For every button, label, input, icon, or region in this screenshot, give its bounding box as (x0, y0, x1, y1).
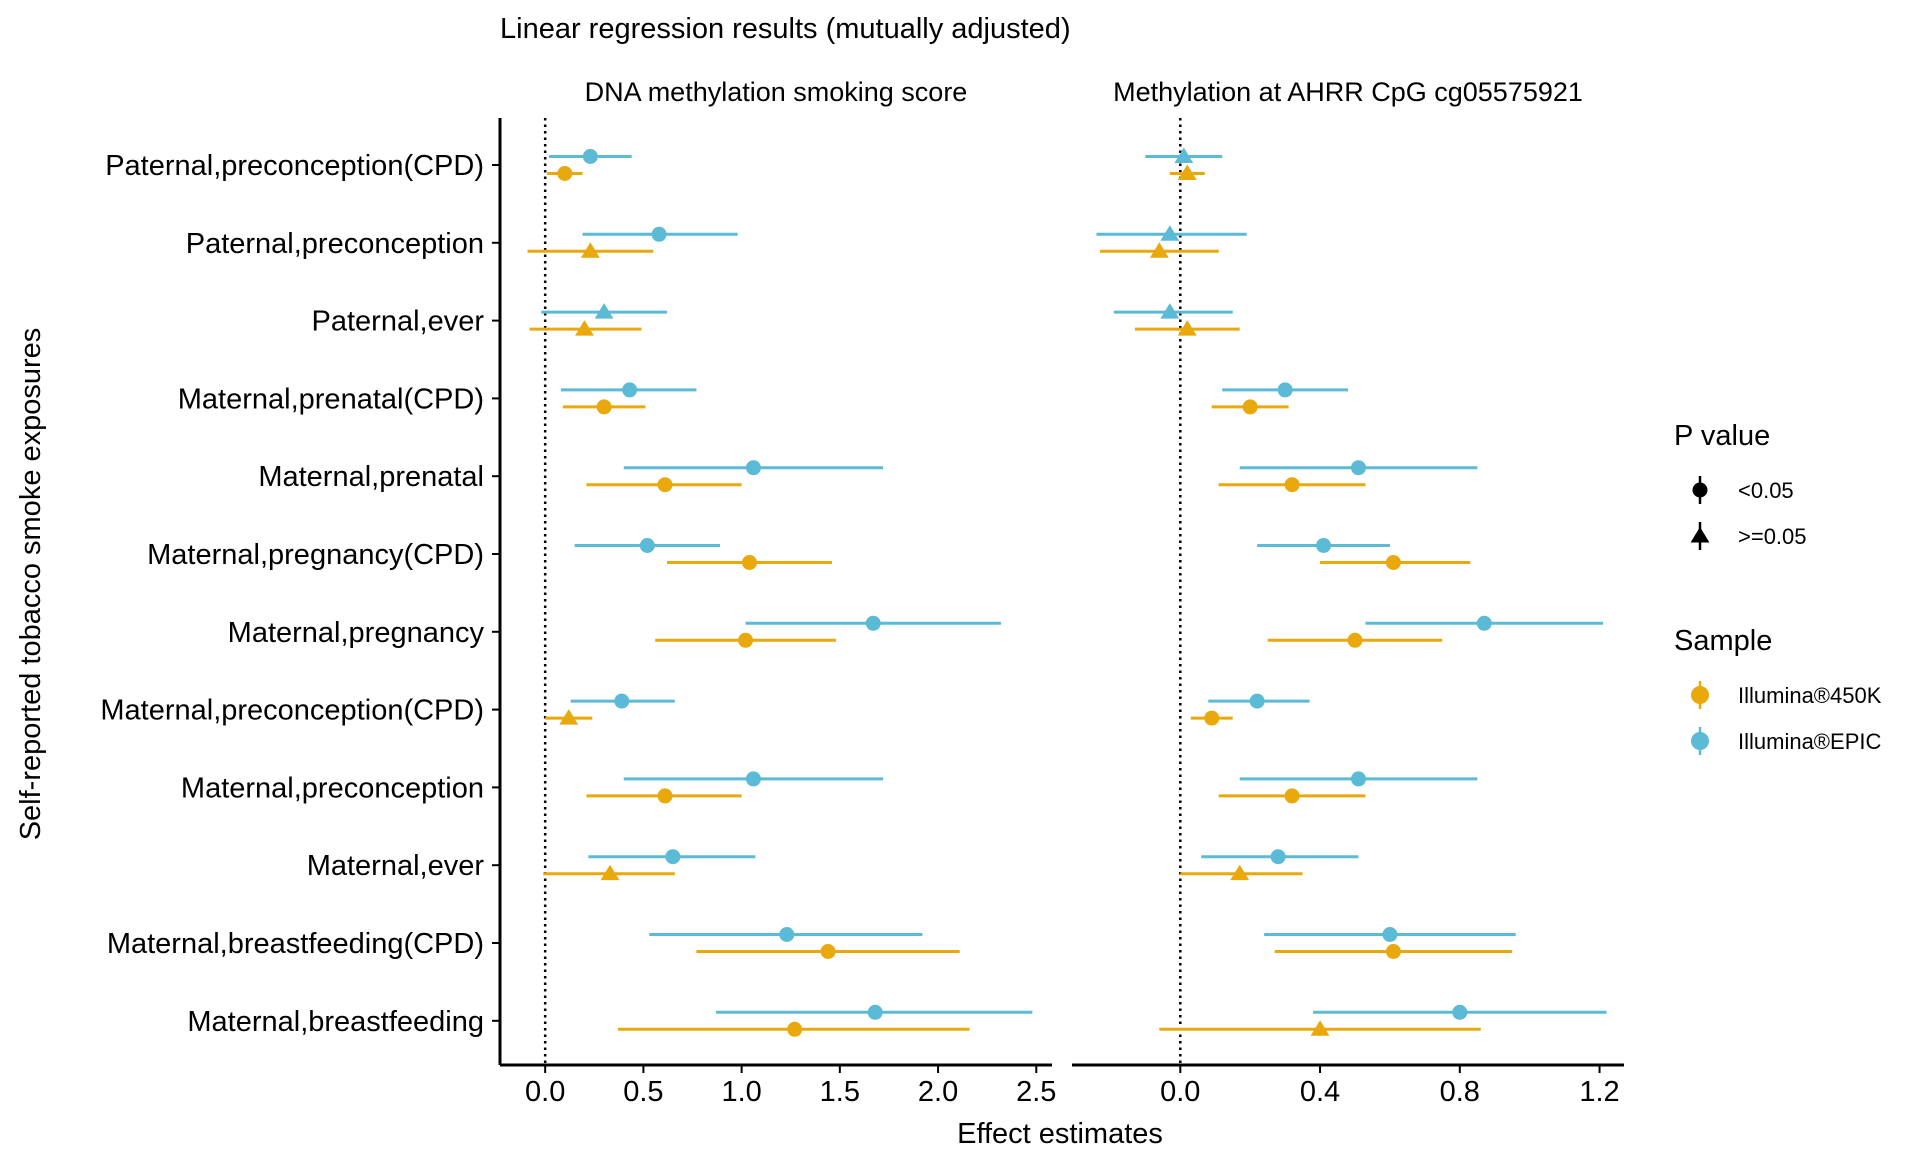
x-tick-label: 2.0 (918, 1076, 958, 1108)
x-tick-label: 1.2 (1579, 1076, 1619, 1108)
estimate-point (1174, 147, 1194, 163)
estimate-point (651, 226, 667, 242)
x-tick-label: 0.8 (1440, 1076, 1480, 1108)
y-tick-label: Maternal,pregnancy (228, 617, 485, 649)
estimate-point (741, 555, 757, 570)
estimate-point (1204, 710, 1220, 726)
estimate-point (657, 788, 673, 804)
estimate-point (1277, 382, 1293, 398)
estimate-point (1149, 242, 1169, 258)
estimate-point (1316, 538, 1332, 553)
x-tick-label: 0.0 (525, 1076, 565, 1108)
legend-pvalue-title: P value (1674, 420, 1770, 452)
estimate-point (1230, 864, 1250, 881)
estimate-point (596, 399, 612, 415)
y-tick-label: Maternal,prenatal(CPD) (178, 383, 484, 415)
estimate-point (1385, 555, 1401, 570)
y-tick-label: Maternal,preconception (181, 772, 484, 804)
y-tick-label: Maternal,preconception(CPD) (100, 695, 484, 727)
x-tick-label: 1.5 (820, 1076, 860, 1108)
estimate-point (557, 166, 573, 181)
estimate-point (738, 632, 754, 648)
panel-title-ahrr: Methylation at AHRR CpG cg05575921 (1113, 77, 1583, 107)
y-tick-label: Maternal,breastfeeding(CPD) (107, 928, 484, 960)
estimate-point (1350, 771, 1366, 787)
legend-sample-items: Illumina®450K Illumina®EPIC (1691, 681, 1882, 755)
estimate-point (787, 1021, 803, 1037)
estimate-point (865, 615, 881, 631)
legend-sample-label: Illumina®450K (1738, 683, 1882, 708)
estimate-point (1284, 477, 1300, 493)
estimate-point (1350, 460, 1366, 476)
estimate-point (657, 477, 673, 493)
estimate-point (1177, 164, 1197, 180)
estimate-point (665, 849, 681, 865)
legend-pvalue-label: <0.05 (1738, 478, 1794, 503)
estimate-point (1347, 632, 1363, 648)
x-tick-label: 0.4 (1300, 1076, 1340, 1108)
estimate-point (1310, 1020, 1330, 1036)
estimate-point (1452, 1004, 1468, 1020)
estimate-point (614, 693, 630, 709)
panel-title-smoking-score: DNA methylation smoking score (585, 77, 968, 107)
estimate-point (639, 538, 655, 553)
estimate-point (820, 944, 836, 959)
x-tick-label: 1.0 (721, 1076, 761, 1108)
legend-sample-key (1691, 686, 1709, 704)
estimate-point (594, 303, 614, 319)
estimate-point (1249, 693, 1265, 709)
estimate-point (1177, 320, 1197, 336)
legend-sample-label: Illumina®EPIC (1738, 729, 1881, 754)
estimate-point (1270, 849, 1286, 865)
legend-circle-key (1692, 482, 1708, 498)
legend-sample-title: Sample (1674, 625, 1772, 657)
legend-triangle-key (1690, 527, 1710, 543)
y-tick-label: Maternal,pregnancy(CPD) (147, 539, 484, 571)
estimate-point (745, 771, 761, 787)
y-axis-tick-labels: Paternal,preconception(CPD) Paternal,prec… (100, 150, 484, 1038)
estimate-point (1382, 927, 1398, 942)
y-tick-label: Maternal,prenatal (258, 461, 484, 493)
y-tick-label: Maternal,breastfeeding (187, 1006, 484, 1038)
estimate-point (622, 382, 638, 398)
estimate-point (779, 927, 795, 942)
estimate-point (867, 1004, 883, 1020)
estimate-point (580, 242, 600, 258)
chart-title: Linear regression results (mutually adju… (500, 13, 1071, 45)
estimate-point (1385, 944, 1401, 959)
estimate-point (559, 709, 579, 725)
legend: P value <0.05 >=0.05 Sample Illumina®450K… (1674, 420, 1882, 755)
y-tick-label: Maternal,ever (307, 850, 485, 882)
x-tick-label: 0.0 (1160, 1076, 1200, 1108)
estimate-point (1476, 615, 1492, 631)
y-tick-label: Paternal,preconception (186, 228, 484, 260)
estimate-point (1160, 303, 1180, 319)
y-axis-title: Self-reported tobacco smoke exposures (15, 328, 47, 841)
legend-pvalue-label: >=0.05 (1738, 524, 1807, 549)
estimate-point (575, 320, 594, 336)
panel-smoking-score: 0.0 0.5 1.0 1.5 2.0 2.5 (492, 118, 1056, 1108)
estimate-point (582, 149, 598, 164)
x-axis-title: Effect estimates (957, 1118, 1163, 1150)
estimate-point (600, 864, 620, 881)
legend-sample-key (1691, 732, 1709, 750)
legend-pvalue-items: <0.05 >=0.05 (1690, 476, 1807, 550)
y-tick-label: Paternal,ever (312, 306, 485, 338)
x-tick-label: 0.5 (623, 1076, 663, 1108)
estimate-point (1160, 225, 1180, 241)
estimate-point (1284, 788, 1300, 804)
estimate-point (745, 460, 761, 476)
estimate-point (1242, 399, 1258, 415)
y-tick-label: Paternal,preconception(CPD) (105, 150, 484, 182)
panel-ahrr: 0.0 0.4 0.8 1.2 (1072, 118, 1624, 1108)
x-tick-label: 2.5 (1016, 1076, 1056, 1108)
